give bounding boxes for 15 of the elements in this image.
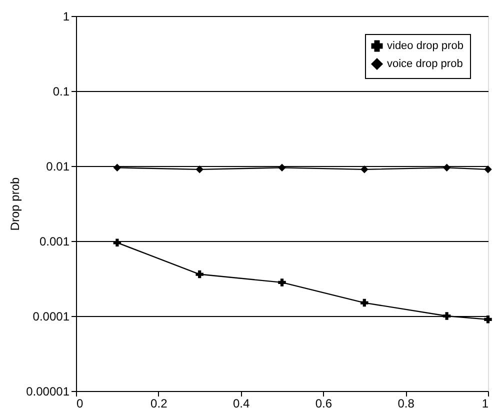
y-tick-label: 0.01 xyxy=(46,160,70,174)
x-tick-label: 0 xyxy=(76,396,84,410)
y-tick-label: 1 xyxy=(62,10,70,24)
y-axis-title: Drop prob xyxy=(8,177,22,231)
y-tick-label: 0.001 xyxy=(39,234,70,248)
y-tick-label: 0.00001 xyxy=(26,384,70,398)
x-tick-label: 0.8 xyxy=(398,396,415,410)
legend-label: video drop prob xyxy=(387,40,464,52)
y-tick-label: 0.0001 xyxy=(32,310,70,324)
x-tick-label: 1 xyxy=(482,396,489,410)
y-tick-label: 0.1 xyxy=(52,84,70,98)
legend-label: voice drop prob xyxy=(387,58,463,70)
x-tick-label: 0.2 xyxy=(150,396,168,410)
x-tick-label: 0.4 xyxy=(232,396,250,410)
x-tick-label: 0.6 xyxy=(315,396,332,410)
